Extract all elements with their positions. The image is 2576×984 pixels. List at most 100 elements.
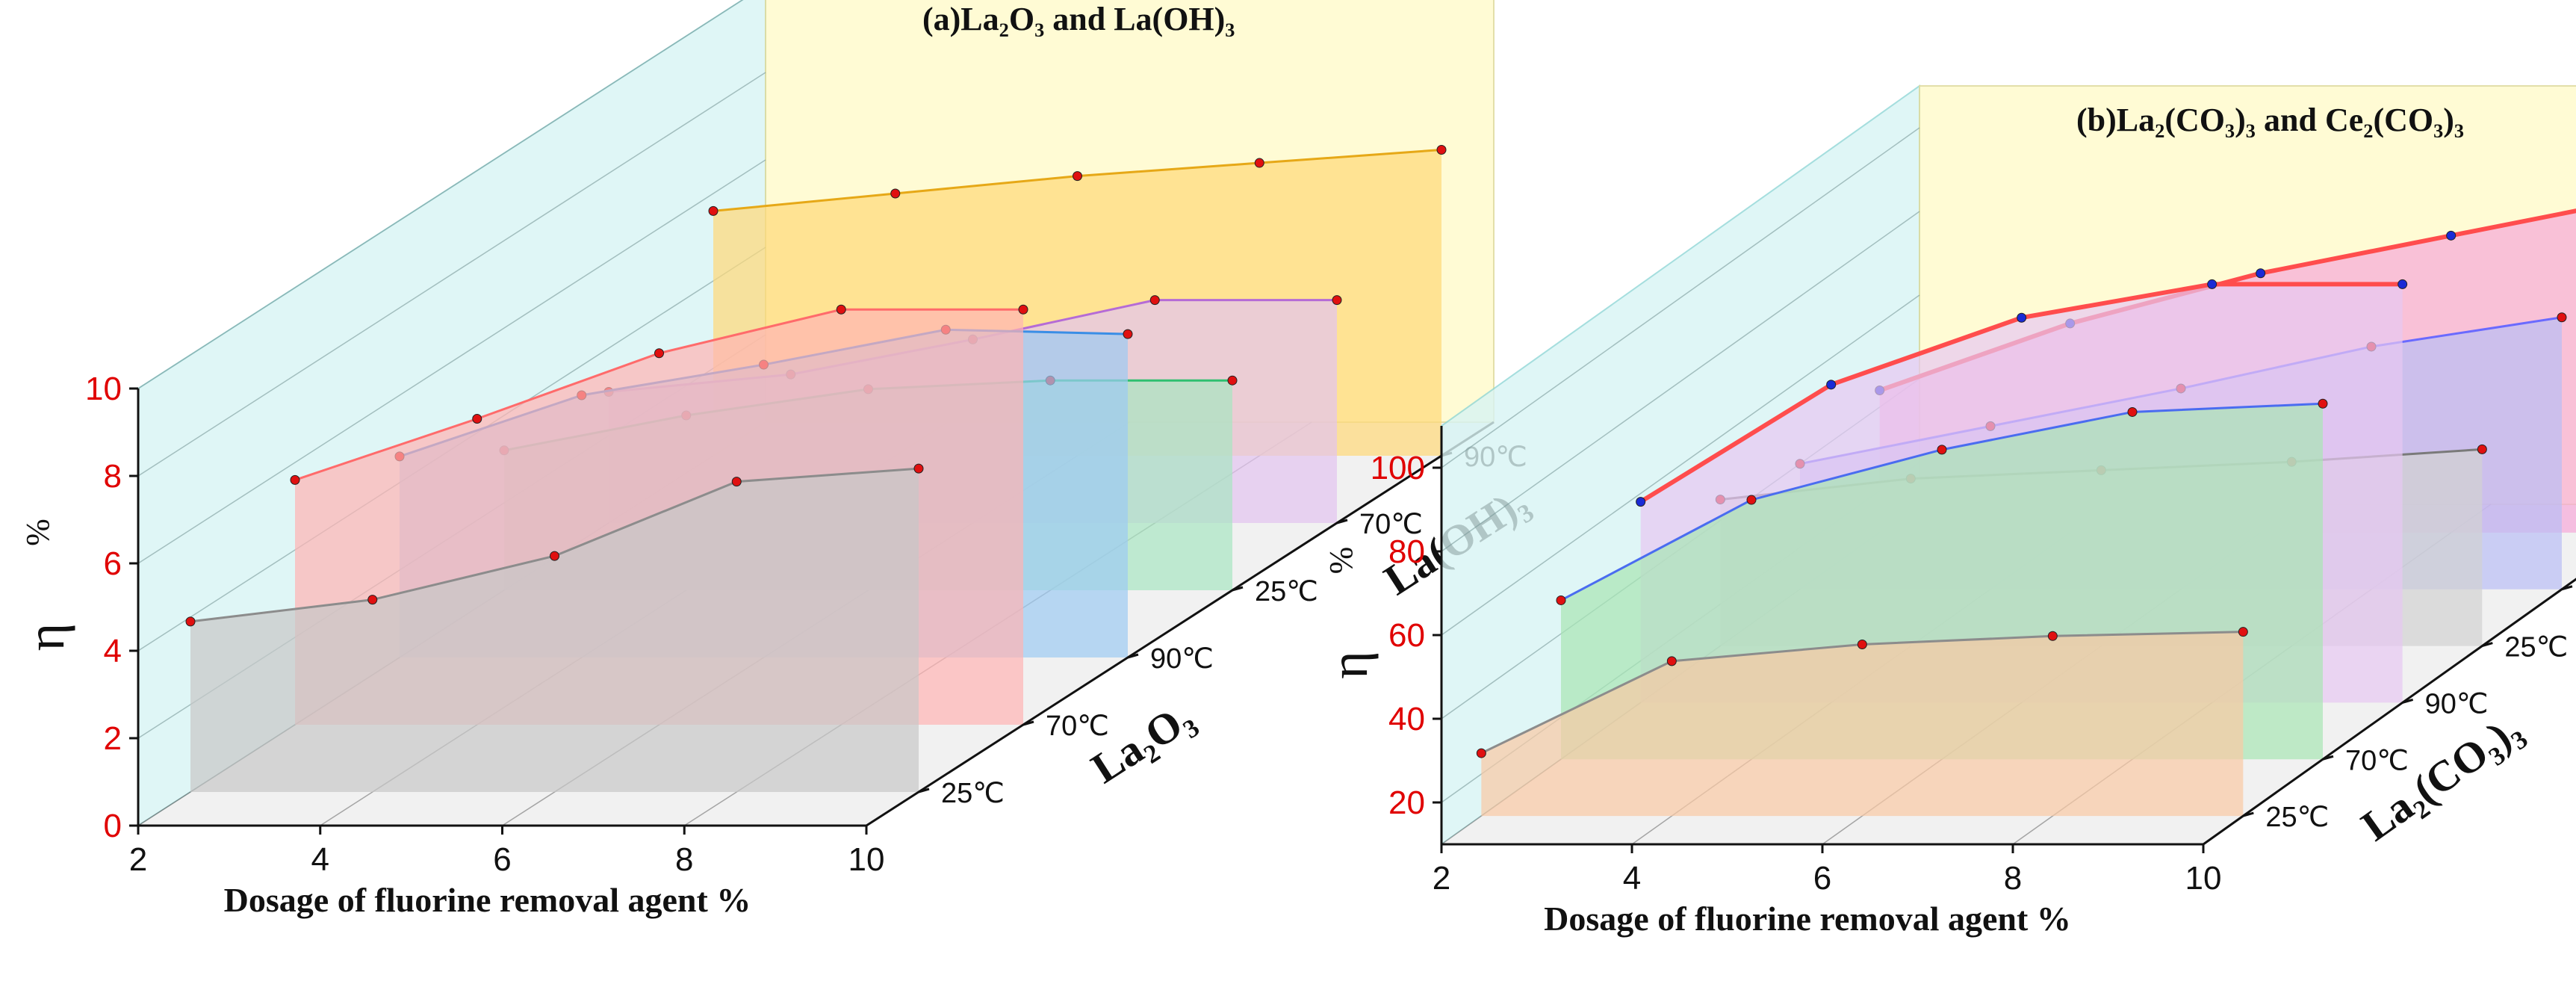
data-point [550,551,559,561]
grid-line [1441,127,1920,468]
y-axis-label: η [1319,651,1379,679]
depth-tick-mark [2402,698,2414,704]
depth-tick-mark [1022,720,1034,726]
data-point [1826,380,1837,390]
depth-tick-mark [2242,811,2254,817]
data-point [367,595,378,605]
depth-tick-label: 25℃ [2504,632,2568,663]
x-tick-label: 4 [311,841,329,878]
y-tick-label: 2 [104,720,122,757]
x-tick-label: 2 [129,841,147,878]
data-point [1149,295,1160,306]
data-point [913,463,924,474]
data-point [1476,748,1486,758]
data-point [2477,444,2487,454]
grid-line [1441,294,1920,636]
y-tick-label: 100 [1371,450,1425,486]
data-point [1018,304,1028,315]
depth-tick-label: 70℃ [1359,509,1423,540]
data-point [2256,268,2266,279]
y-axis-label: η [16,623,75,652]
x-tick-label: 2 [1433,860,1450,897]
data-point [185,616,196,627]
grid-line [137,159,766,564]
data-point [2557,312,2567,323]
x-tick-label: 10 [2185,860,2222,897]
data-point [1332,295,1342,306]
depth-tick-mark [1232,586,1244,592]
x-tick-label: 8 [2004,860,2022,897]
chart-title: (b)La₂(CO₃)₃ and Ce₂(CO₃)₃ [2076,102,2464,138]
depth-tick-label: 25℃ [1255,576,1318,607]
x-axis-label: Dosage of fluorine removal agent % [224,881,751,919]
y-axis-unit: % [1323,547,1359,575]
data-point [2446,230,2456,241]
data-point [2397,279,2408,289]
data-point [890,188,901,199]
series-area [190,468,919,792]
data-point [1254,158,1264,168]
data-point [1436,145,1447,155]
chart-panel-a: 246810024681025℃70℃90℃25℃70℃90℃La₂O₃La(O… [16,0,1536,919]
data-point [1556,595,1566,605]
x-tick-label: 6 [1813,860,1831,897]
depth-tick-mark [2481,642,2493,648]
data-point [2127,406,2138,417]
data-point [2017,312,2027,323]
x-tick-label: 8 [675,841,693,878]
data-point [1073,171,1082,182]
data-point [2207,279,2217,289]
depth-tick-label: 70℃ [1046,711,1109,742]
data-point [731,477,742,487]
depth-tick-mark [2561,585,2573,591]
y-tick-label: 80 [1388,533,1425,570]
y-tick-label: 8 [104,458,122,495]
chart-title: (a)La₂O₃ and La(OH)₃ [922,1,1235,37]
data-point [290,474,300,485]
y-tick-label: 60 [1388,617,1425,654]
y-tick-label: 20 [1388,785,1425,821]
data-point [836,304,846,315]
x-tick-label: 4 [1623,860,1641,897]
y-tick-label: 40 [1388,701,1425,737]
data-point [2047,631,2058,641]
depth-tick-mark [1336,519,1348,525]
grid-line [137,0,744,389]
depth-tick-label: 25℃ [941,778,1005,809]
grid-line [137,72,766,477]
depth-tick-mark [1127,653,1139,659]
data-point [2238,627,2248,637]
depth-axis [866,421,1495,827]
depth-tick-label: 90℃ [1150,643,1214,675]
data-point [1746,495,1757,505]
series-area [1481,631,2244,817]
data-point [708,205,719,216]
grid-line [1441,211,1920,552]
data-point [1636,497,1646,507]
data-point [1227,375,1238,386]
y-tick-label: 10 [85,371,122,407]
data-point [1857,639,1867,649]
data-point [2318,398,2328,409]
y-tick-label: 6 [104,545,122,582]
depth-tick-mark [918,787,930,793]
y-tick-label: 4 [104,633,122,669]
y-axis-unit: % [19,519,56,546]
data-point [654,348,664,359]
x-axis-label: Dosage of fluorine removal agent % [1544,900,2071,938]
y-tick-label: 0 [104,808,122,844]
depth-tick-label: 25℃ [2265,802,2329,833]
depth-tick-mark [2322,755,2334,761]
depth-tick-label: 90℃ [2425,688,2489,720]
x-tick-label: 10 [848,841,885,878]
depth-group-label: La₂O₃ [1083,692,1202,792]
depth-axis [2203,578,2576,846]
depth-tick-label: 70℃ [2345,745,2409,776]
depth-group-label: La₂(CO₃)₃ [2353,705,2530,850]
data-point [1937,445,1947,455]
chart-panel-b: 2468102040608010025℃70℃90℃25℃70℃90℃La₂(C… [1319,84,2576,938]
data-point [472,414,482,424]
data-point [1123,329,1133,339]
data-point [1666,656,1677,666]
